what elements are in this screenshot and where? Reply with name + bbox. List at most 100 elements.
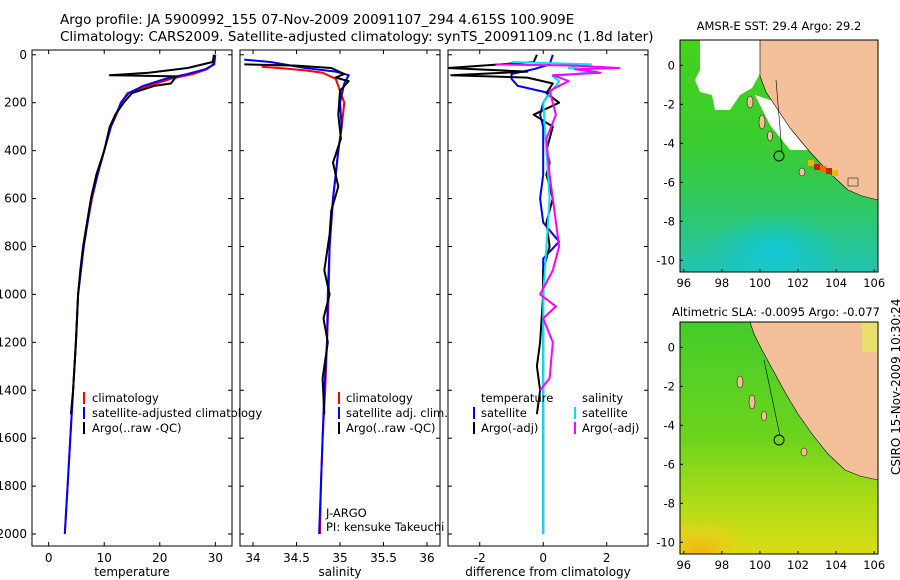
temperature-series-line: [63, 54, 217, 535]
map-y-tick-label: -6: [664, 175, 675, 189]
map-x-tick-label: 96: [676, 558, 691, 572]
difference-series-line: [511, 61, 599, 534]
island: [758, 114, 766, 130]
map-y-tick-label: -10: [656, 253, 675, 267]
map-y-tick-label: -2: [664, 97, 675, 111]
map-y-tick-label: -2: [664, 379, 675, 393]
map-x-tick-label: 100: [749, 558, 771, 572]
salinity-panel: 34 34.5 35 35.5 36 salinity: [239, 49, 441, 579]
salinity-legend: climatology satellite adj. clim. Argo(..…: [325, 391, 448, 534]
difference-legend: temperature satellite Argo(-adj) salinit…: [473, 391, 639, 435]
land-sumatra: [759, 40, 878, 201]
map-y-tick-label: -6: [664, 457, 675, 471]
map-x-tick-label: 106: [863, 276, 885, 290]
legend-label: Argo(..raw -QC): [346, 421, 436, 435]
island: [800, 447, 808, 457]
x-tick-label: 20: [152, 551, 167, 565]
sst-warm-cell: [832, 170, 838, 176]
x-tick-label: 34: [245, 551, 260, 565]
salinity-xlabel: salinity: [318, 565, 361, 579]
salinity-series-group: [244, 58, 350, 535]
map-x-tick-label: 98: [715, 276, 730, 290]
land-java-tip: [847, 177, 859, 187]
temperature-frame: [31, 49, 233, 547]
data-source-label: J-ARGO: [325, 506, 367, 520]
y-tick-label: 600: [4, 192, 27, 206]
profile-title: Argo profile: JA 5900992_155 07-Nov-2009…: [60, 12, 575, 28]
map-x-tick-label: 102: [787, 558, 809, 572]
difference-xlabel: difference from climatology: [465, 565, 631, 579]
y-tick-label: 200: [4, 96, 27, 110]
x-tick-label: 0: [539, 551, 547, 565]
difference-series-line: [495, 63, 621, 391]
island: [761, 410, 767, 422]
y-tick-label: 1200: [0, 335, 27, 349]
x-tick-label: 35: [332, 551, 347, 565]
salinity-series-line: [244, 63, 350, 415]
x-tick-label: 10: [97, 551, 112, 565]
argo-position-marker: [773, 150, 785, 162]
y-tick-label: 0: [19, 48, 27, 62]
temperature-series-group: [63, 54, 217, 535]
legend-heading-salinity: salinity: [582, 391, 623, 405]
argo-position-marker: [773, 434, 785, 446]
island: [746, 95, 754, 109]
legend-label: satellite: [582, 406, 628, 420]
x-tick-label: 30: [208, 551, 223, 565]
sla-map-axes: 96 98 100 102 104 106 0 -2 -4 -6 -8 -10: [656, 340, 885, 572]
x-tick-label: -2: [474, 551, 486, 565]
x-tick-label: 0: [45, 551, 53, 565]
map-x-tick-label: 98: [715, 558, 730, 572]
y-tick-label: 2000: [0, 527, 27, 541]
sst-missing-data: [695, 40, 762, 110]
legend-heading-temperature: temperature: [481, 391, 553, 405]
climatology-subtitle: Climatology: CARS2009. Satellite-adjuste…: [60, 29, 654, 45]
land-sumatra: [749, 322, 878, 481]
difference-frame: [447, 49, 649, 547]
legend-label: Argo(..raw -QC): [92, 421, 182, 435]
map-y-tick-label: -10: [656, 535, 675, 549]
sst-warm-cell: [820, 166, 826, 172]
island: [736, 375, 744, 389]
island: [798, 167, 806, 177]
x-tick-label: 36: [419, 551, 434, 565]
y-tick-label: 1000: [0, 287, 27, 301]
map-y-tick-label: 0: [668, 340, 675, 354]
map-x-tick-label: 102: [787, 276, 809, 290]
salinity-series-line: [261, 65, 346, 535]
x-tick-label: 34.5: [283, 551, 310, 565]
float-track: [763, 359, 781, 437]
x-tick-label: 35.5: [370, 551, 397, 565]
y-tick-label: 400: [4, 144, 27, 158]
pi-name-label: PI: kensuke Takeuchi: [326, 520, 444, 534]
map-x-tick-label: 106: [863, 558, 885, 572]
sla-map: Altimetric SLA: -0.0095 Argo: -0.077 96 9…: [656, 305, 885, 572]
map-y-tick-label: -8: [664, 496, 675, 510]
map-x-tick-label: 104: [825, 276, 847, 290]
legend-label: Argo(-adj): [481, 421, 538, 435]
map-y-tick-label: -8: [664, 214, 675, 228]
temperature-legend: climatology satellite-adjusted climatolo…: [83, 391, 262, 435]
y-tick-label: 1400: [0, 383, 27, 397]
salinity-series-line: [244, 58, 350, 535]
sla-map-title: Altimetric SLA: -0.0095 Argo: -0.077: [672, 305, 880, 319]
map-y-tick-label: -4: [664, 418, 675, 432]
legend-label: Argo(-adj): [582, 421, 639, 435]
float-track: [775, 79, 783, 153]
sst-map-frame: [679, 39, 879, 273]
legend-label: satellite-adjusted climatology: [92, 406, 262, 420]
legend-label: climatology: [346, 391, 413, 405]
y-tick-label: 800: [4, 239, 27, 253]
island: [748, 394, 756, 410]
map-y-tick-label: -4: [664, 136, 675, 150]
y-tick-label: 1600: [0, 431, 27, 445]
sst-warm-cell: [826, 168, 832, 174]
temperature-series-line: [63, 54, 215, 535]
sst-map: AMSR-E SST: 29.4 Argo: 29.2: [656, 19, 885, 290]
island: [767, 130, 773, 142]
sla-map-frame: [679, 321, 879, 555]
temperature-series-line: [69, 54, 216, 415]
temperature-xlabel: temperature: [94, 565, 169, 579]
